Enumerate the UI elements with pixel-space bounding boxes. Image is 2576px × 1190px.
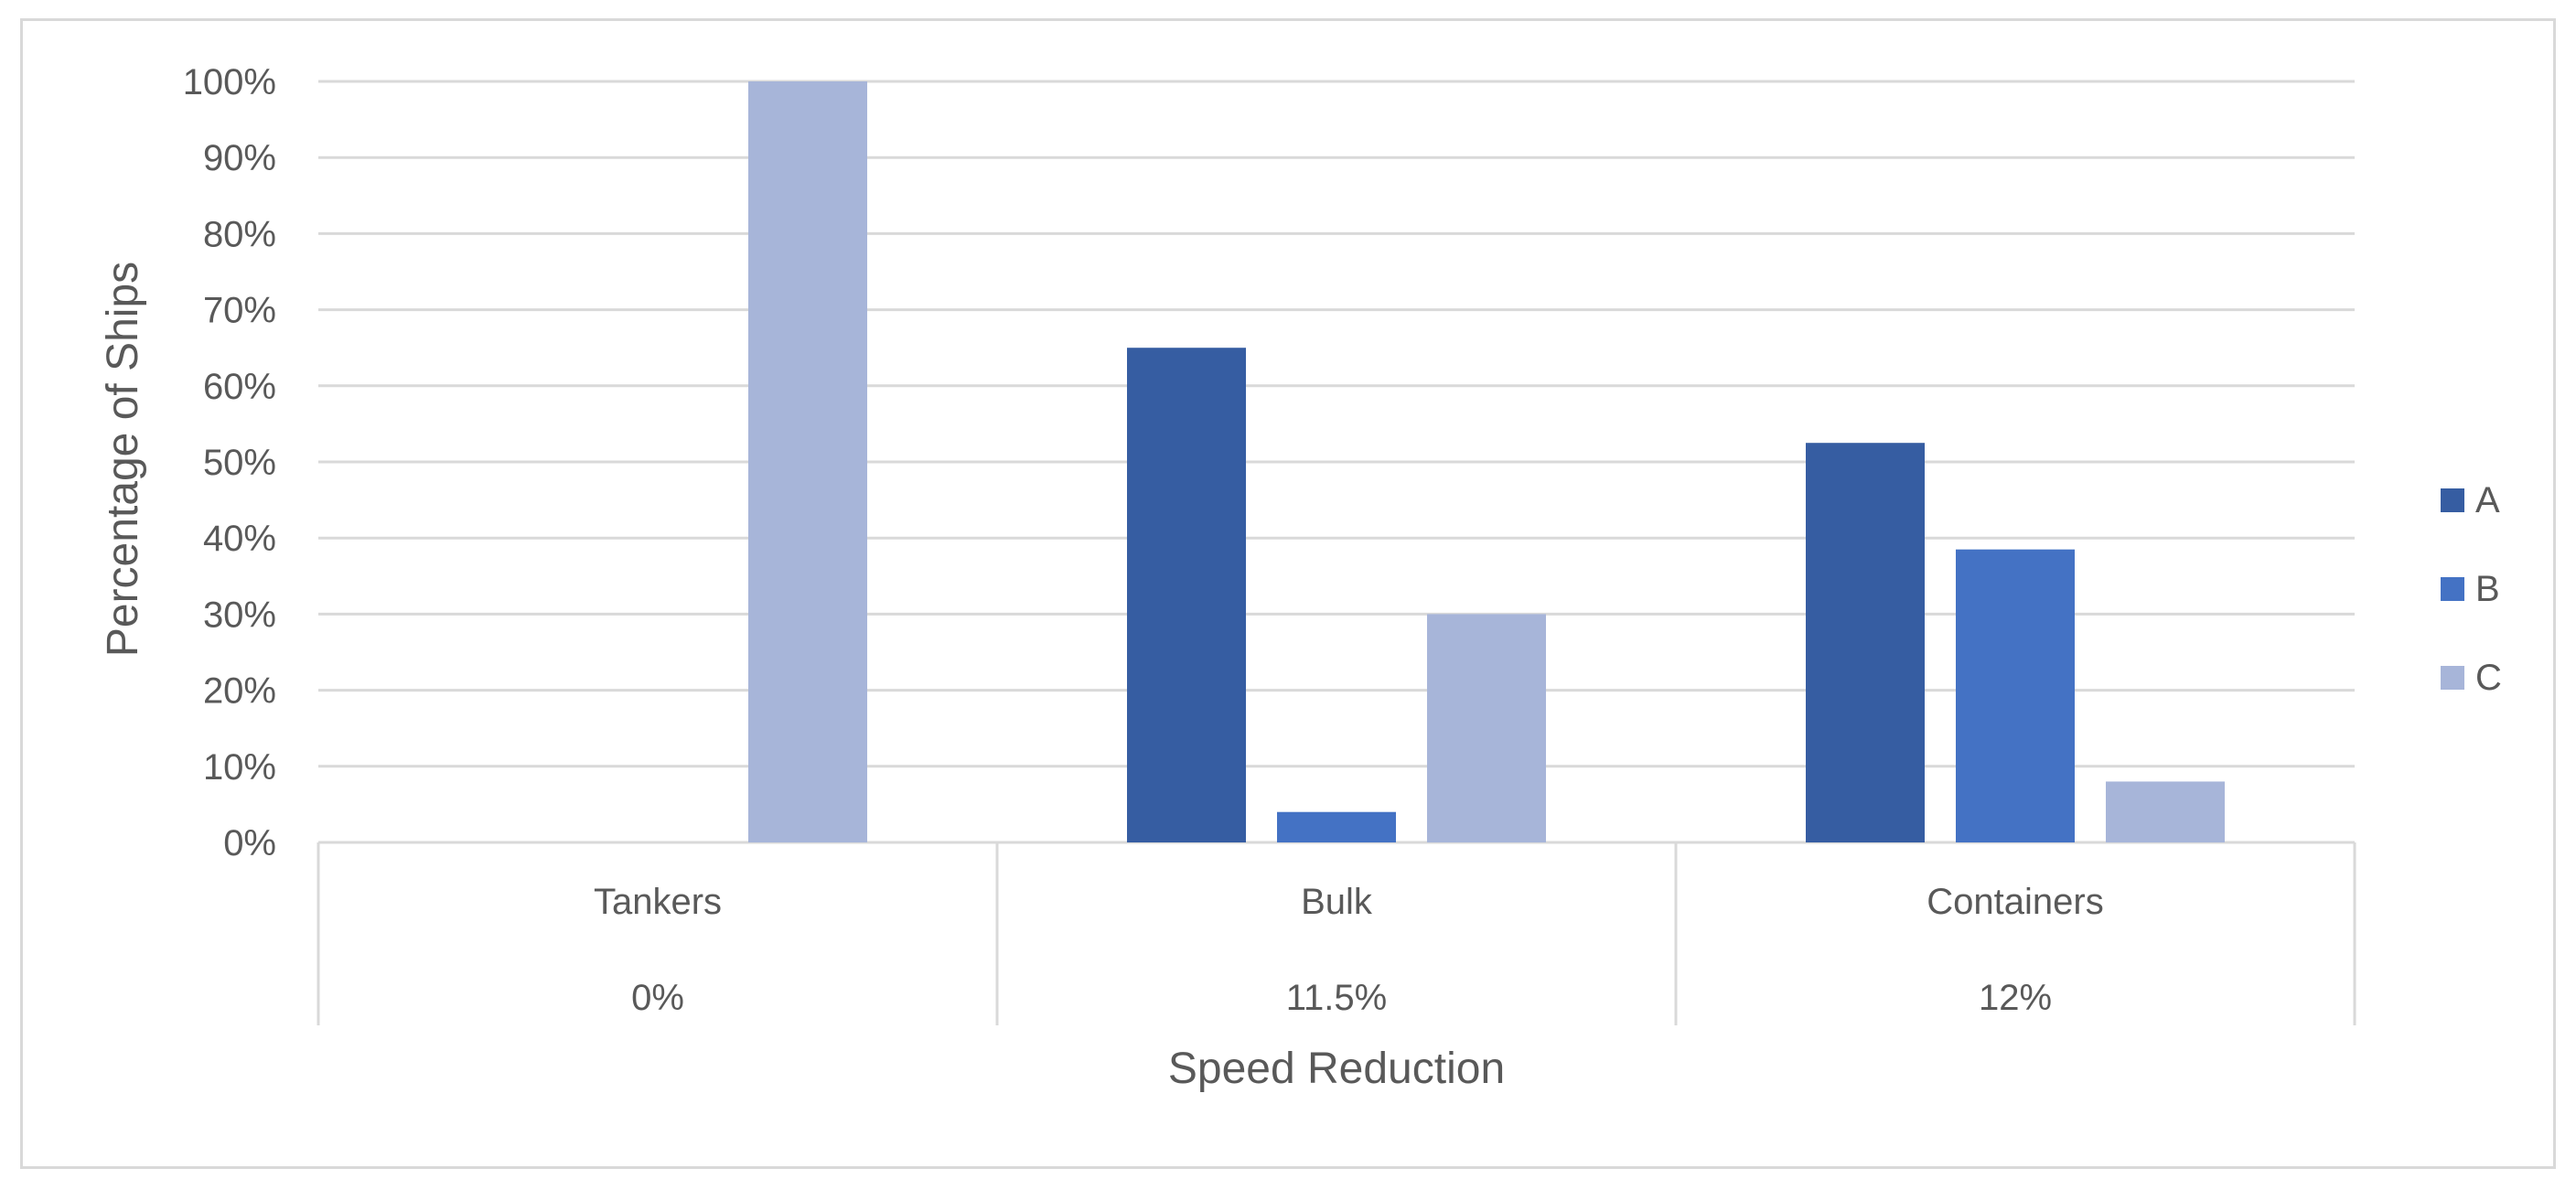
y-axis-title: Percentage of Ships — [99, 262, 147, 657]
y-tick-label: 10% — [203, 747, 276, 788]
x-tick-label: Tankers — [594, 882, 722, 922]
legend-swatch-B — [2441, 577, 2464, 601]
legend-label-B: B — [2475, 569, 2500, 609]
x-tick-label: Bulk — [1301, 882, 1373, 922]
bars — [748, 81, 2225, 842]
legend-swatch-A — [2441, 488, 2464, 512]
bar-C-tankers — [748, 81, 867, 842]
y-tick-label: 90% — [203, 138, 276, 178]
legend-label-A: A — [2475, 480, 2500, 520]
y-tick-label: 50% — [203, 443, 276, 483]
legend: A B C — [2441, 480, 2502, 698]
chart-frame — [20, 18, 2556, 1169]
y-tick-label: 70% — [203, 291, 276, 331]
y-tick-label: 20% — [203, 671, 276, 712]
x-tick-labels: Tankers 0% Bulk 11.5% Containers 12% — [594, 882, 2104, 1018]
bar-B-bulk — [1277, 811, 1396, 842]
y-tick-label: 80% — [203, 214, 276, 254]
y-tick-labels: 0% 10% 20% 30% 40% 50% 60% 70% 80% 90% 100% — [183, 62, 276, 863]
x-sub-label: 0% — [631, 978, 684, 1018]
bar-C-containers — [2106, 781, 2225, 842]
legend-swatch-C — [2441, 666, 2464, 690]
bar-C-bulk — [1427, 614, 1546, 842]
y-tick-label: 40% — [203, 519, 276, 559]
bar-B-containers — [1956, 549, 2075, 842]
y-tick-label: 60% — [203, 367, 276, 407]
x-axis-title: Speed Reduction — [1168, 1045, 1505, 1093]
y-tick-label: 0% — [223, 823, 276, 863]
category-axis — [317, 842, 2356, 1025]
bar-A-containers — [1806, 443, 1925, 842]
legend-label-C: C — [2475, 658, 2502, 698]
y-tick-label: 30% — [203, 595, 276, 635]
bar-A-bulk — [1127, 348, 1246, 842]
x-sub-label: 12% — [1979, 978, 2052, 1018]
x-tick-label: Containers — [1927, 882, 2103, 922]
y-tick-label: 100% — [183, 62, 276, 102]
x-sub-label: 11.5% — [1286, 978, 1387, 1018]
